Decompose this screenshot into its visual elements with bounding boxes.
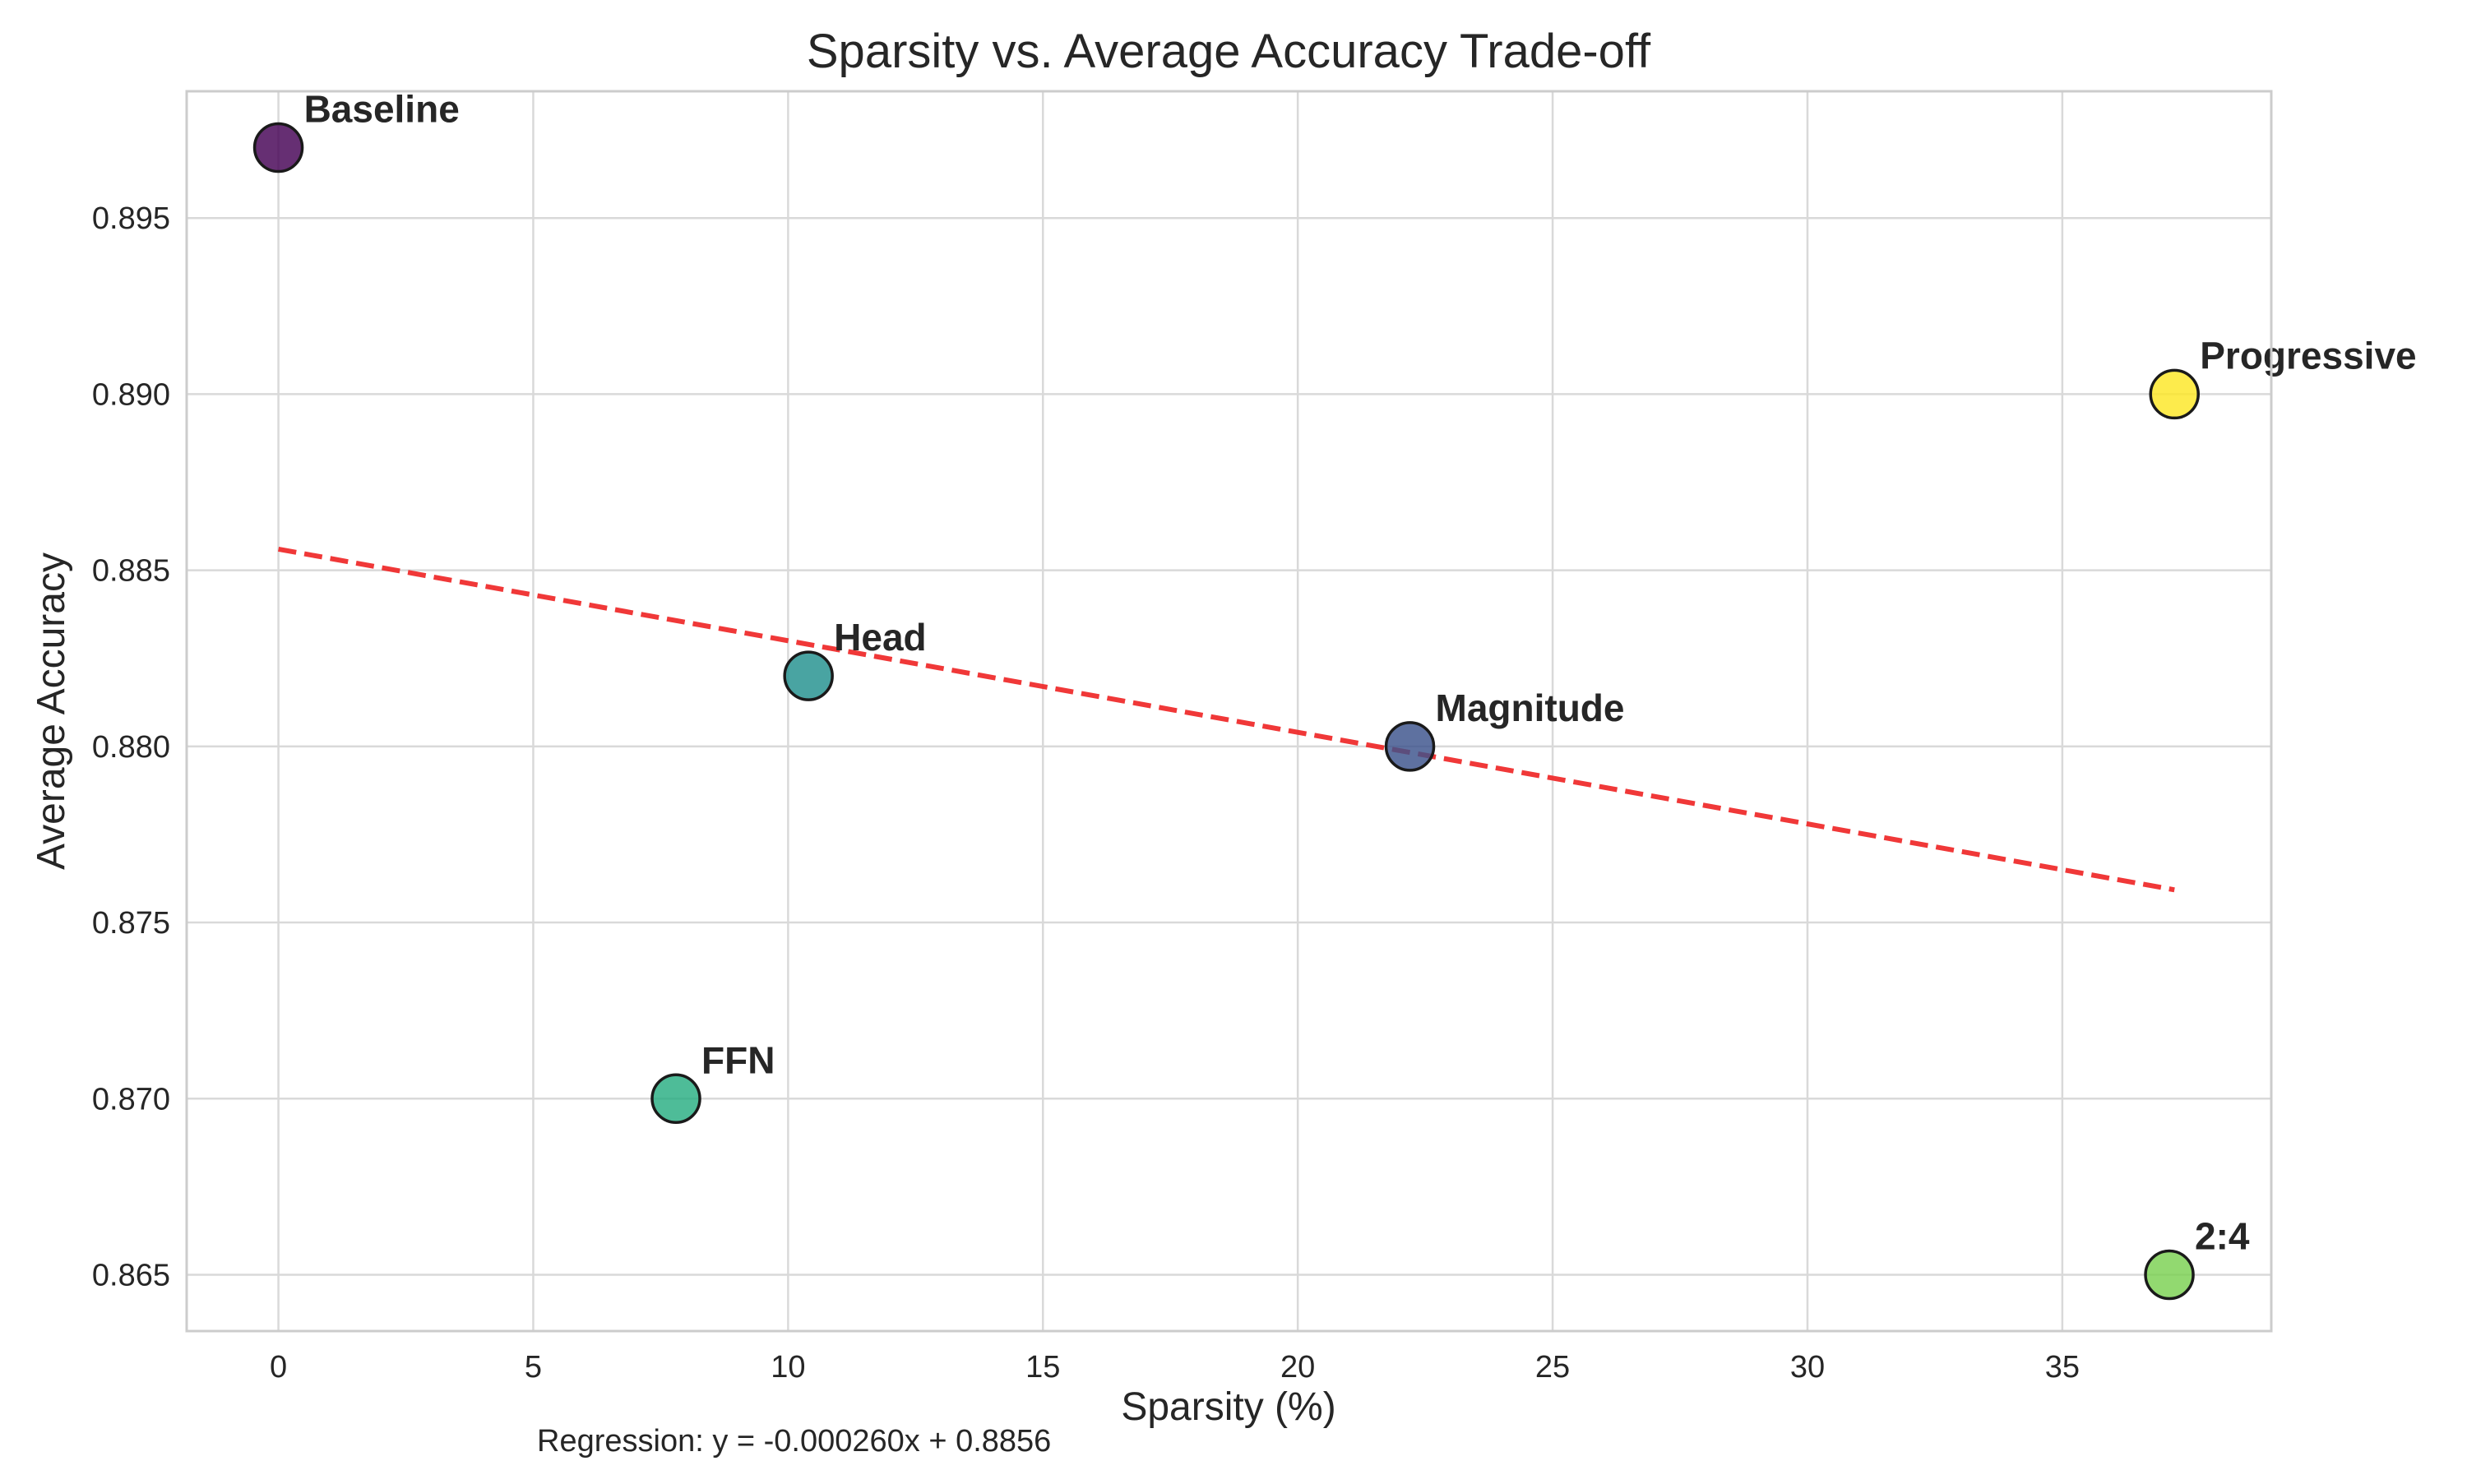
ticks-layer: 0 5 10 15 20 25 30 35 0.865 0.870 0.875 0.880 0.885 0…	[92, 201, 2080, 1385]
point-label: Baseline	[304, 88, 460, 131]
x-tick-label: 30	[1790, 1350, 1825, 1385]
data-point-baseline	[252, 122, 304, 173]
y-tick-label: 0.890	[92, 377, 170, 412]
regression-layer	[278, 546, 2175, 893]
data-point-progressive	[2149, 368, 2200, 420]
y-tick-label: 0.880	[92, 730, 170, 765]
regression-line	[278, 546, 2175, 893]
x-tick-label: 5	[525, 1350, 542, 1385]
plot-frame	[185, 90, 2273, 1333]
x-tick-label: 0	[270, 1350, 287, 1385]
x-tick-label: 15	[1025, 1350, 1060, 1385]
x-axis-label: Sparsity (%)	[1121, 1385, 1335, 1429]
x-tick-label: 35	[2045, 1350, 2080, 1385]
x-tick-label: 25	[1535, 1350, 1570, 1385]
point-label: 2:4	[2195, 1214, 2250, 1257]
y-tick-label: 0.895	[92, 201, 170, 236]
points-layer: Baseline Magnitude Head FFN 2:4 Progressive	[252, 88, 2417, 1301]
point-label: Magnitude	[1436, 687, 1625, 729]
point-label: Head	[834, 616, 926, 659]
regression-annotation: Regression: y = -0.000260x + 0.8856	[537, 1424, 1051, 1459]
grid	[187, 91, 2271, 1331]
chart-title: Sparsity vs. Average Accuracy Trade-off	[807, 25, 1651, 78]
y-tick-label: 0.875	[92, 906, 170, 941]
data-point-magnitude	[1384, 721, 1436, 772]
point-label: FFN	[701, 1038, 775, 1081]
x-tick-label: 20	[1280, 1350, 1315, 1385]
point-label: Progressive	[2200, 334, 2416, 377]
y-axis-label: Average Accuracy	[30, 552, 73, 870]
data-point-2-4	[2144, 1249, 2195, 1301]
y-tick-label: 0.870	[92, 1082, 170, 1116]
data-point-head	[783, 650, 834, 701]
y-tick-label: 0.885	[92, 554, 170, 589]
x-tick-label: 10	[771, 1350, 805, 1385]
y-tick-label: 0.865	[92, 1258, 170, 1292]
data-point-ffn	[650, 1073, 701, 1124]
